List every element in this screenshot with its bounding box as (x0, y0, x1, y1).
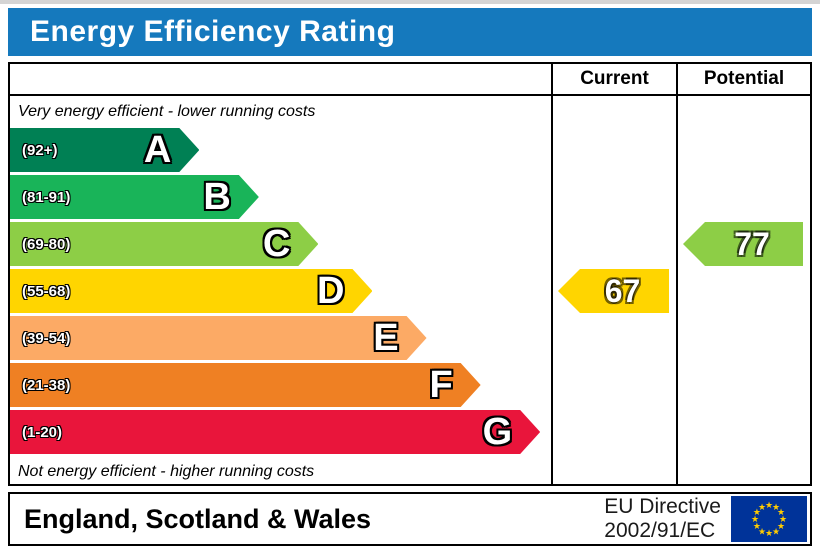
eu-directive-line1: EU Directive (604, 494, 721, 518)
svg-text:★: ★ (758, 502, 766, 512)
current-arrow: 67 (558, 269, 669, 313)
eu-directive-line2: 2002/91/EC (604, 519, 716, 542)
band-d-range: (55-68) (22, 282, 71, 300)
bottom-caption: Not energy efficient - higher running co… (18, 463, 315, 480)
top-border-strip (0, 0, 820, 4)
current-column-header: Current (551, 64, 676, 94)
band-f-range: (21-38) (22, 376, 71, 394)
band-b: (81-91) B (10, 175, 259, 219)
band-a: (92+) A (10, 128, 199, 172)
region-label: England, Scotland & Wales (24, 503, 372, 534)
band-row-g: (1-20) G (10, 410, 551, 454)
band-e: (39-54) E (10, 316, 427, 360)
top-caption: Very energy efficient - lower running co… (18, 103, 316, 120)
band-g: (1-20) G (10, 410, 540, 454)
svg-text:★: ★ (765, 528, 773, 538)
eu-directive-label: EU Directive 2002/91/EC (604, 495, 721, 543)
svg-text:★: ★ (777, 507, 785, 517)
band-c: (69-80) C (10, 222, 318, 266)
svg-text:★: ★ (751, 514, 759, 524)
band-c-letter: C (262, 223, 291, 265)
band-e-letter: E (373, 317, 399, 359)
band-row-e: (39-54) E (10, 316, 551, 360)
chart-header-cell (10, 64, 551, 94)
band-g-letter: G (482, 411, 513, 453)
band-b-range: (81-91) (22, 188, 71, 206)
svg-text:★: ★ (765, 500, 773, 510)
band-a-letter: A (143, 129, 172, 171)
title-bar: Energy Efficiency Rating (8, 8, 812, 56)
band-f: (21-38) F (10, 363, 481, 407)
band-f-letter: F (429, 364, 453, 406)
table-body: Very energy efficient - lower running co… (10, 96, 810, 484)
potential-column: 77 (676, 96, 810, 484)
rating-bands-area: Very energy efficient - lower running co… (10, 96, 551, 484)
potential-value: 77 (734, 225, 770, 262)
band-c-range: (69-80) (22, 235, 71, 253)
band-d: (55-68) D (10, 269, 372, 313)
table-header-row: Current Potential (10, 64, 810, 96)
band-e-range: (39-54) (22, 329, 71, 347)
svg-text:★: ★ (758, 526, 766, 536)
svg-text:★: ★ (777, 521, 785, 531)
svg-text:★: ★ (753, 521, 761, 531)
band-row-c: (69-80) C (10, 222, 551, 266)
svg-text:★: ★ (753, 507, 761, 517)
svg-text:★: ★ (772, 526, 780, 536)
potential-column-header: Potential (676, 64, 810, 94)
footer-bar: England, Scotland & Wales EU Directive 2… (8, 492, 812, 546)
svg-text:★: ★ (779, 514, 787, 524)
potential-arrow: 77 (683, 222, 803, 266)
band-row-a: (92+) A (10, 128, 551, 172)
current-column: 67 (551, 96, 676, 484)
current-value: 67 (604, 272, 641, 309)
band-b-letter: B (203, 176, 231, 218)
epc-table: Current Potential Very energy efficient … (8, 62, 812, 486)
band-row-f: (21-38) F (10, 363, 551, 407)
band-row-d: (55-68) D (10, 269, 551, 313)
eu-flag: ★ ★ ★ ★ ★ ★ ★ ★ ★ ★ ★ ★ (731, 496, 807, 542)
band-row-b: (81-91) B (10, 175, 551, 219)
band-a-range: (92+) (22, 141, 58, 159)
eu-flag-stars: ★★★★★★★★★★★★ (751, 500, 787, 538)
svg-text:★: ★ (772, 502, 780, 512)
band-g-range: (1-20) (22, 423, 63, 441)
page-title: Energy Efficiency Rating (30, 15, 396, 48)
band-d-letter: D (317, 270, 345, 312)
